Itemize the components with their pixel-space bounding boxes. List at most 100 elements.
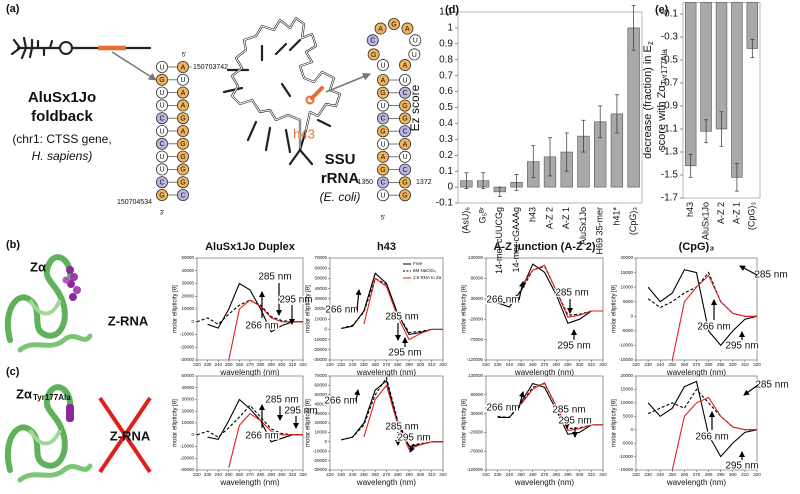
x-tick-label: 270 xyxy=(693,472,701,477)
y-tick-label: 50000 xyxy=(181,255,194,260)
y-tick-label: 80000 xyxy=(470,392,483,397)
y-tick-label: -10000 xyxy=(619,454,634,459)
x-axis-label: wavelength (nm) xyxy=(356,478,416,487)
alu-five: 5' xyxy=(182,53,186,59)
x-tick-label: 260 xyxy=(371,472,379,477)
error-bar xyxy=(688,153,693,178)
y-tick-label: 30000 xyxy=(470,296,483,301)
y-axis-label: score with ZαTyr177Ala xyxy=(656,49,669,151)
ssu-name2: rRNA xyxy=(321,170,360,187)
x-tick-label: 260 xyxy=(529,472,537,477)
bar xyxy=(627,27,640,188)
x-tick-label: 290 xyxy=(405,362,413,367)
y-tick-label: 80000 xyxy=(470,276,483,281)
y-tick-label: -10000 xyxy=(313,448,328,453)
nucleotide: U xyxy=(159,128,164,135)
error-bar xyxy=(750,38,755,59)
bar xyxy=(685,2,697,167)
alu-name: AluSx1Jo xyxy=(28,89,96,106)
y-axis-label: molar ellipticity [θ] xyxy=(173,399,179,447)
y-tick-label: 70000 xyxy=(314,373,327,378)
cd-curve xyxy=(363,277,443,341)
ssu-rrna-schematic xyxy=(222,16,371,166)
annotation-arrow xyxy=(518,281,525,301)
nucleotide: A xyxy=(181,90,186,97)
y-tick-label: -30000 xyxy=(180,357,195,362)
cd-curve xyxy=(363,384,443,451)
y-tick-label: -10000 xyxy=(313,337,328,342)
ssu-name: SSU xyxy=(325,151,356,168)
annotation-arrow xyxy=(743,384,759,396)
panel-label: (e) xyxy=(655,4,669,16)
nucleotide-circle xyxy=(176,86,189,99)
y-tick-label: 130000 xyxy=(468,373,484,378)
y-tick-label: 0.7 xyxy=(439,70,453,81)
cd-curve xyxy=(207,398,303,443)
nucleotide-circle xyxy=(376,163,389,176)
y-tick-label: 60000 xyxy=(314,383,327,388)
x-tick-label: 230 xyxy=(644,362,652,367)
nucleotide-circle xyxy=(155,73,168,86)
nucleotide-circle xyxy=(376,112,389,125)
cd-curve xyxy=(671,396,757,470)
ssu-end: 1372 xyxy=(416,179,432,186)
annotation: 285 nm xyxy=(555,288,588,299)
error-bar xyxy=(598,105,603,139)
x-tick-label: 280 xyxy=(257,472,265,477)
error-bar xyxy=(704,119,709,144)
nucleotide-circle xyxy=(155,188,168,201)
y-tick-label: 0 xyxy=(630,313,633,318)
nucleotide-circle xyxy=(398,163,411,176)
y-tick-label: 0 xyxy=(447,182,453,193)
x-tick-label: 230 xyxy=(338,472,346,477)
x-tick-label: 310 xyxy=(289,472,297,477)
x-tick-label: 280 xyxy=(552,472,560,477)
x-tick-label: 320 xyxy=(299,362,307,367)
annotation: 295 nm xyxy=(725,461,758,472)
ssu-marker: h43 xyxy=(293,126,315,141)
nucleotide-circle xyxy=(176,150,189,163)
nucleotide: U xyxy=(412,52,417,59)
y-tick-label: 0.8 xyxy=(439,54,453,65)
y-tick-label: 0 xyxy=(191,432,194,437)
cd-curve xyxy=(341,277,443,334)
nucleotide-circle xyxy=(376,74,389,87)
x-tick-label: 240 xyxy=(349,362,357,367)
nucleotide-circle xyxy=(374,22,387,35)
x-tick-label: 240 xyxy=(506,362,514,367)
cd-curve xyxy=(197,299,303,325)
nucleotide-circle xyxy=(176,163,189,176)
error-bar xyxy=(481,172,486,190)
x-tick-label: 320 xyxy=(599,362,607,367)
alu-species: H. sapiens) xyxy=(32,149,93,163)
y-axis-label: molar ellipticity [θ] xyxy=(173,285,179,333)
x-axis-label: wavelength (nm) xyxy=(514,478,574,487)
nucleotide: U xyxy=(159,103,164,110)
y-tick-label: 10000 xyxy=(314,316,327,321)
x-tick-label: 290 xyxy=(405,472,413,477)
x-tick-label: 310 xyxy=(428,362,436,367)
nucleotide: U xyxy=(380,141,385,148)
nucleotide: C xyxy=(380,180,385,187)
x-tick-label: 220 xyxy=(482,362,490,367)
cd-curve xyxy=(497,263,603,324)
nucleotide-circle xyxy=(376,189,389,202)
y-tick-label: 10000 xyxy=(181,306,194,311)
x-tick-label: 230 xyxy=(644,472,652,477)
nucleotide-circle xyxy=(176,61,189,74)
x-tick-label: 240 xyxy=(349,472,357,477)
panel-texts: (a) AluSx1Jo foldback (chr1: CTSS gene, … xyxy=(6,3,432,444)
y-axis-label: molar ellipticity [θ] xyxy=(612,285,618,333)
y-tick-label: 20000 xyxy=(620,255,633,260)
nucleotide-circle xyxy=(376,137,389,150)
y-tick-label: -20000 xyxy=(313,347,328,352)
annotation-arrow xyxy=(355,289,362,311)
nucleotide: U xyxy=(380,62,385,69)
annotation-arrow xyxy=(354,389,361,402)
x-tick-label: 300 xyxy=(576,472,584,477)
ssu-species: (E. coli) xyxy=(320,190,361,204)
x-axis-label: wavelength (nm) xyxy=(356,368,416,377)
x-tick-label: 300 xyxy=(417,472,425,477)
x-tick-label: AluSx1Jo xyxy=(700,202,710,240)
error-bar xyxy=(531,145,536,178)
